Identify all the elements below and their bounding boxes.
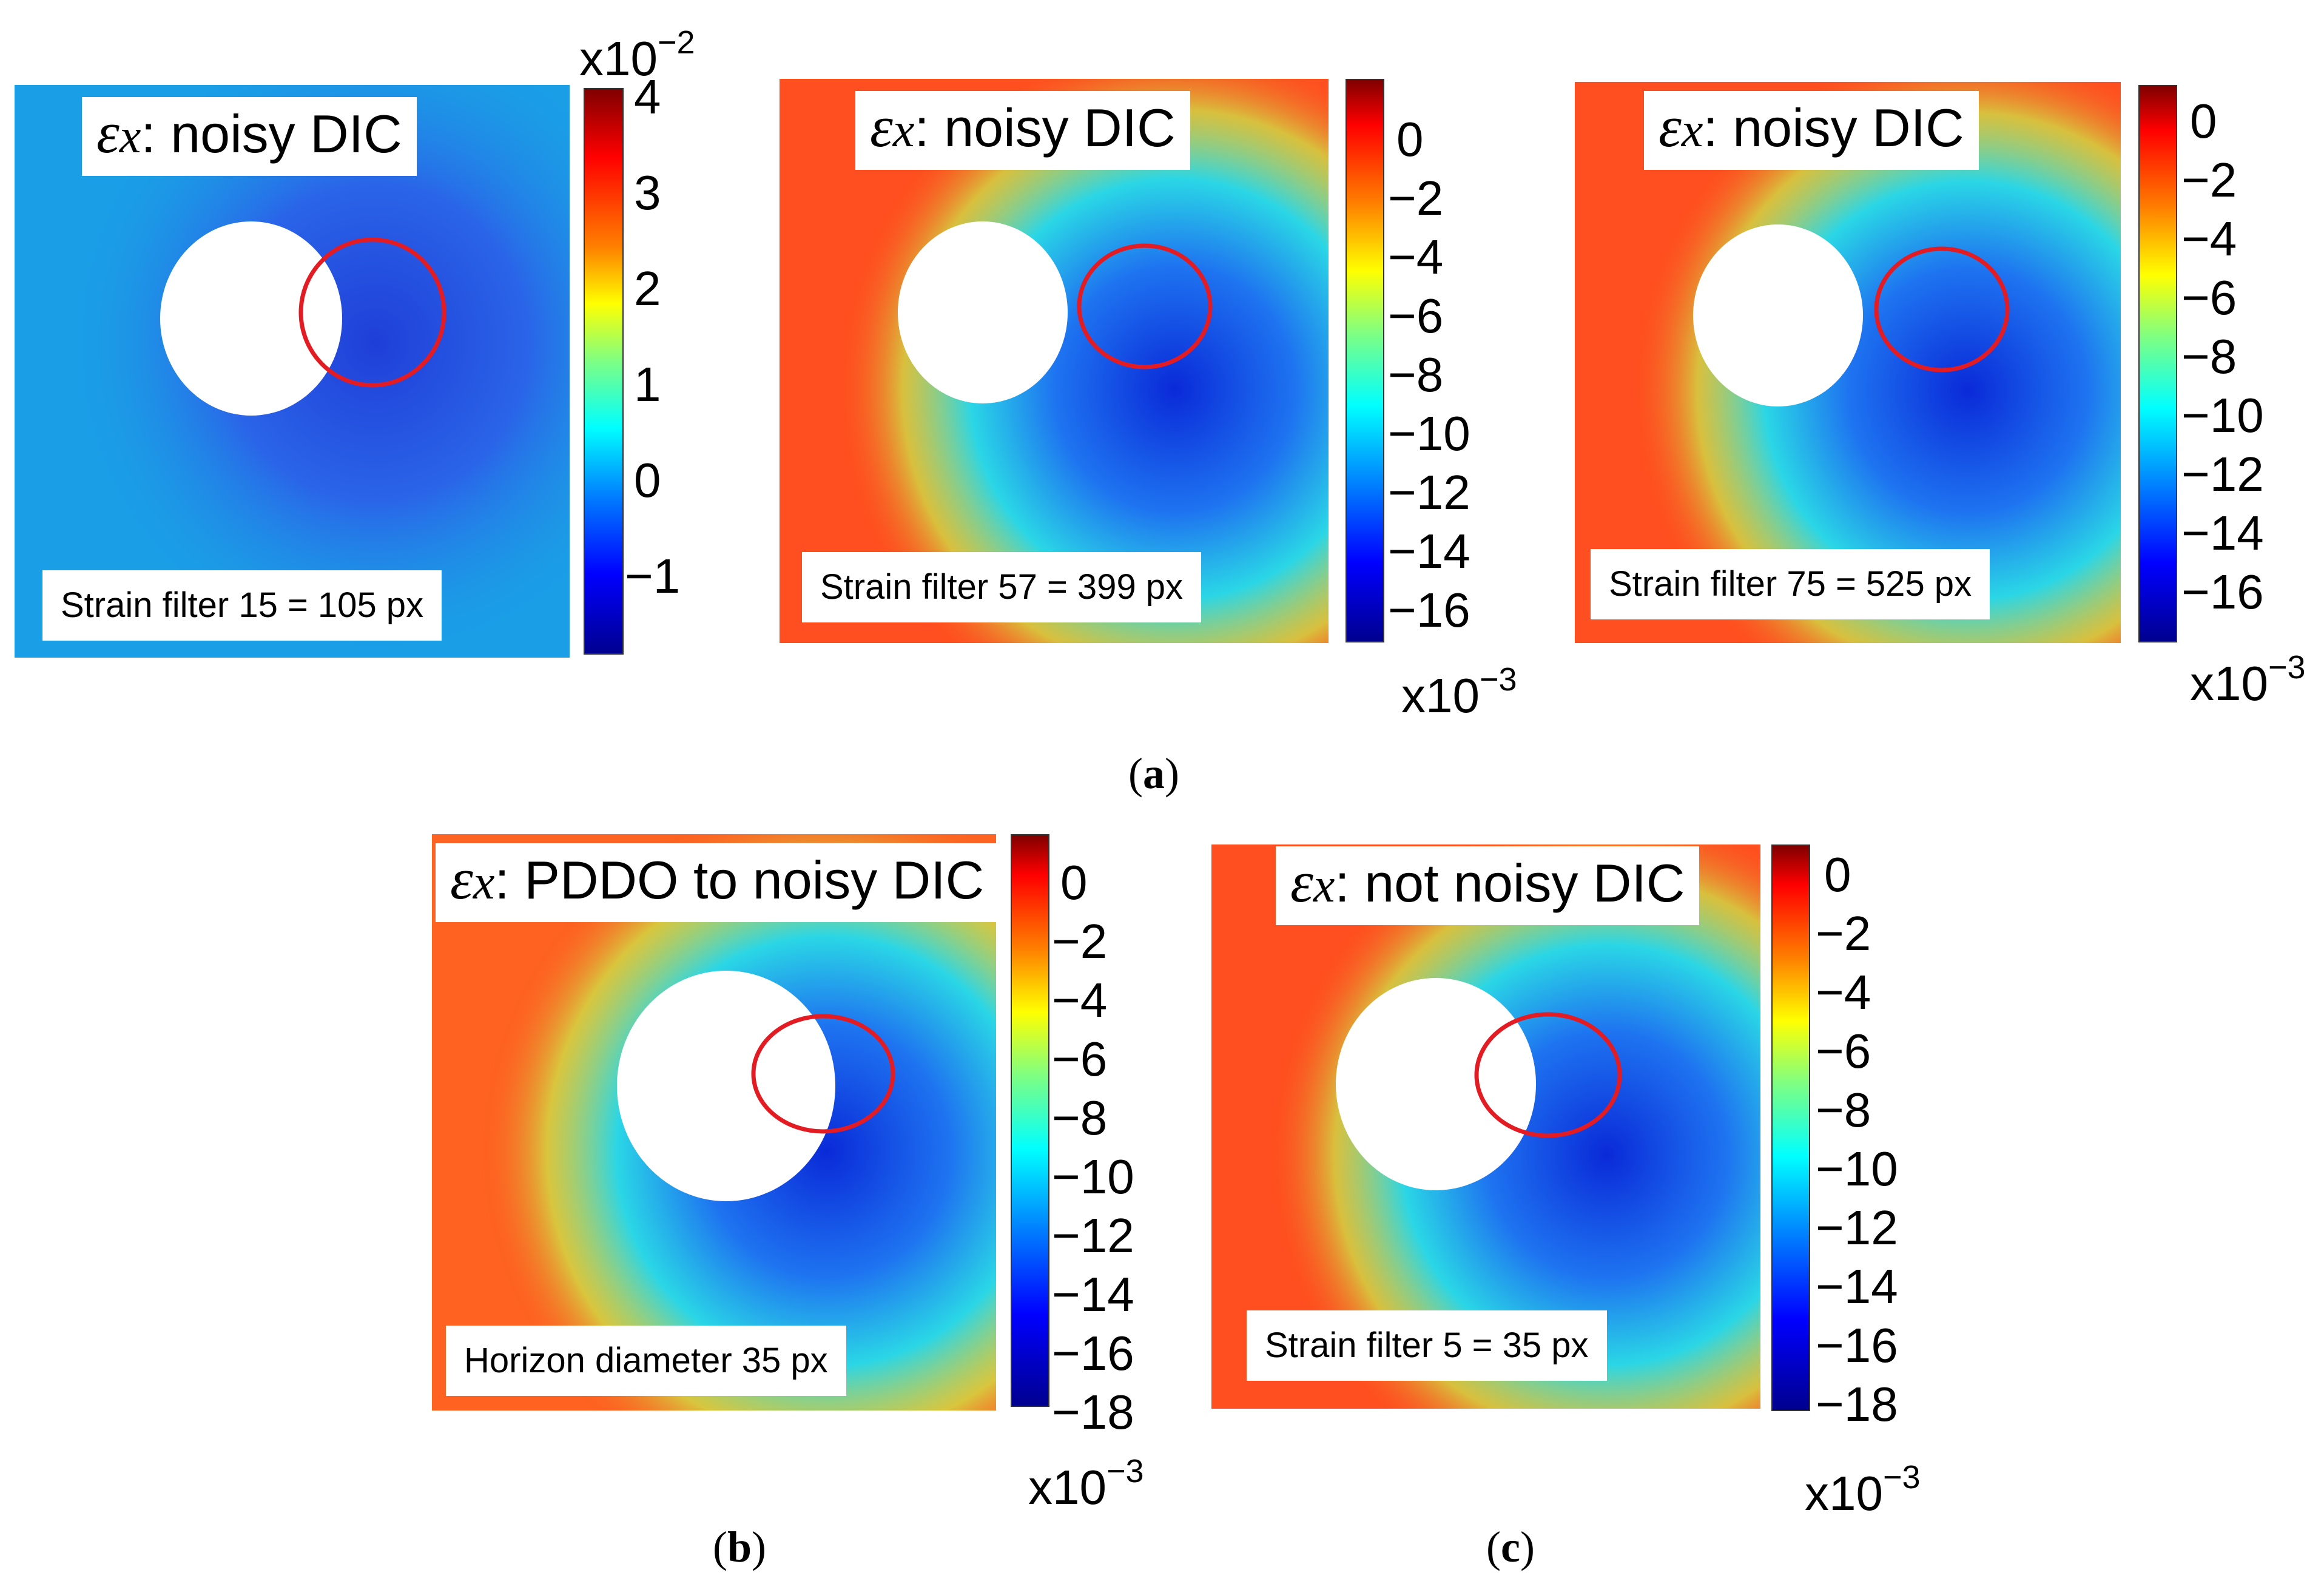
colorbar-tick: 3: [634, 166, 661, 220]
panel-a2: εx: noisy DIC Strain filter 57 = 399 px …: [770, 0, 1559, 722]
highlight-circle: [1874, 246, 2010, 372]
filter-label: Strain filter 5 = 35 px: [1247, 1310, 1607, 1381]
colorbar-tick: −6: [1052, 1032, 1108, 1086]
colorbar-tick: −14: [2181, 506, 2264, 560]
highlight-circle: [751, 1014, 895, 1134]
panel-title: εx: noisy DIC: [855, 91, 1190, 170]
colorbar-tick: −8: [1816, 1083, 1871, 1137]
colorbar-tick: −1: [625, 549, 681, 603]
filter-label: Strain filter 75 = 525 px: [1591, 549, 1990, 619]
strain-field-map: [780, 79, 1329, 643]
panel-title: εx: noisy DIC: [1644, 91, 1979, 170]
colorbar-tick: −10: [1388, 406, 1470, 460]
colorbar-tick: −2: [1052, 914, 1108, 968]
colorbar: [1346, 79, 1384, 642]
colorbar-multiplier: x10−3: [1805, 1459, 1921, 1520]
hole: [1693, 224, 1863, 406]
colorbar-tick: −10: [1816, 1142, 1898, 1196]
panel-c: εx: not noisy DIC Strain filter 5 = 35 p…: [1204, 825, 1993, 1520]
colorbar-tick: 1: [634, 357, 661, 411]
colorbar-tick: 4: [634, 70, 661, 124]
subfigure-label-b: (b): [713, 1523, 767, 1571]
colorbar-tick: −18: [1052, 1385, 1134, 1439]
colorbar-tick: −6: [1388, 289, 1444, 343]
filter-label: Strain filter 57 = 399 px: [802, 552, 1202, 622]
hole: [160, 221, 342, 416]
colorbar-tick: −2: [2181, 153, 2237, 207]
colorbar-tick: −2: [1388, 171, 1444, 225]
colorbar-tick: −4: [2181, 212, 2237, 266]
colorbar-tick: 0: [1396, 112, 1424, 166]
colorbar-tick: −12: [1388, 465, 1470, 519]
colorbar-tick: −18: [1816, 1377, 1898, 1431]
subfigure-label-c: (c): [1486, 1523, 1535, 1571]
colorbar-tick: −6: [2181, 271, 2237, 325]
strain-field-map: [432, 834, 996, 1411]
colorbar-tick: −10: [1052, 1150, 1134, 1204]
colorbar: [1011, 834, 1049, 1407]
colorbar-tick: −14: [1052, 1267, 1134, 1321]
colorbar-tick: 0: [2190, 94, 2217, 148]
highlight-circle: [298, 237, 446, 388]
strain-field-map: [15, 85, 570, 658]
colorbar-tick: −8: [2181, 329, 2237, 383]
colorbar-multiplier: x10−3: [1028, 1453, 1144, 1514]
filter-label: Horizon diameter 35 px: [446, 1326, 846, 1396]
colorbar-tick: 2: [634, 261, 661, 315]
panel-title: εx: not noisy DIC: [1276, 846, 1700, 925]
colorbar-tick: 0: [634, 453, 661, 507]
panel-a3: εx: noisy DIC Strain filter 75 = 525 px …: [1559, 0, 2324, 722]
strain-field-map: [1211, 844, 1760, 1409]
hole: [898, 221, 1068, 403]
colorbar-tick: −8: [1052, 1091, 1108, 1145]
colorbar-multiplier: x10−3: [1401, 661, 1517, 723]
highlight-circle: [1077, 243, 1213, 369]
filter-label: Strain filter 15 = 105 px: [42, 570, 442, 641]
colorbar-tick: −12: [2181, 447, 2264, 501]
panel-a1: εx: noisy DIC Strain filter 15 = 105 px …: [0, 0, 770, 692]
colorbar: [1771, 844, 1810, 1411]
colorbar-tick: −16: [1816, 1318, 1898, 1372]
subfigure-label-a: (a): [1128, 749, 1179, 798]
colorbar-tick: −6: [1816, 1024, 1871, 1078]
colorbar: [2138, 85, 2177, 642]
panel-title: εx: PDDO to noisy DIC: [436, 843, 999, 922]
panel-b: εx: PDDO to noisy DIC Horizon diameter 3…: [425, 825, 1207, 1517]
hole: [617, 971, 835, 1201]
colorbar-tick: −4: [1388, 230, 1444, 284]
colorbar-multiplier: x10−3: [2190, 649, 2306, 710]
colorbar-tick: 0: [1060, 855, 1088, 909]
colorbar-tick: −12: [1816, 1201, 1898, 1255]
colorbar-tick: −4: [1816, 965, 1871, 1019]
colorbar-tick: −10: [2181, 388, 2264, 442]
colorbar-tick: −14: [1816, 1259, 1898, 1313]
panel-title: εx: noisy DIC: [82, 97, 417, 176]
highlight-circle: [1474, 1012, 1622, 1138]
colorbar-tick: −16: [1388, 583, 1470, 637]
colorbar-tick: −12: [1052, 1209, 1134, 1262]
colorbar-tick: −16: [1052, 1326, 1134, 1380]
colorbar-multiplier: x10−2: [579, 24, 695, 86]
hole: [1336, 978, 1536, 1190]
colorbar-tick: −14: [1388, 524, 1470, 578]
colorbar-tick: −8: [1388, 348, 1444, 402]
colorbar-tick: −4: [1052, 973, 1108, 1027]
colorbar-tick: −2: [1816, 906, 1871, 960]
colorbar-tick: 0: [1824, 848, 1851, 902]
colorbar: [584, 88, 624, 655]
colorbar-tick: −16: [2181, 565, 2264, 619]
